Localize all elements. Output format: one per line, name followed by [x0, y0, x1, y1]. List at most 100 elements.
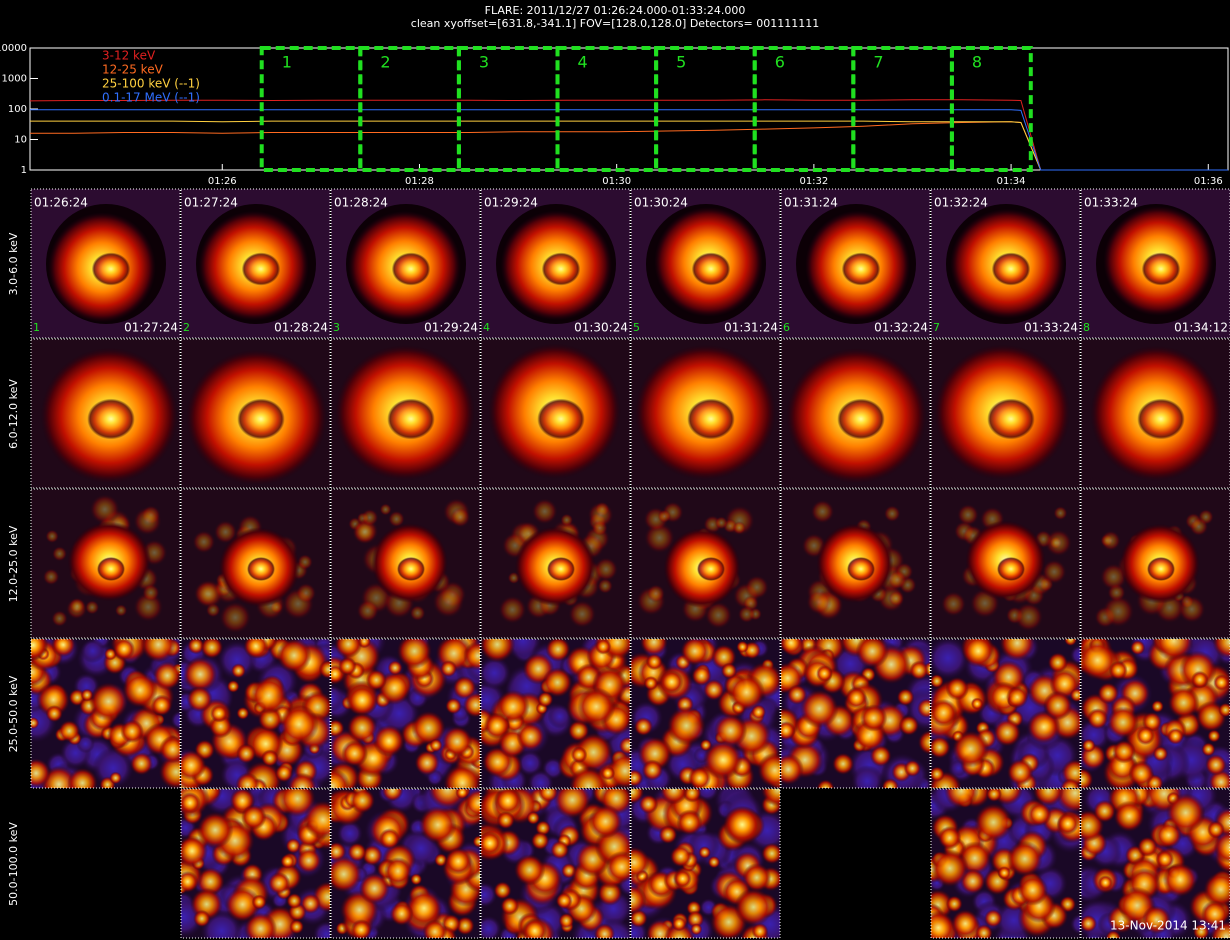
- legend-entry: 12-25 keV: [102, 63, 164, 77]
- noise-high: [691, 665, 712, 686]
- cell-border: [180, 188, 331, 339]
- cell-border: [930, 338, 1081, 489]
- image-cell: [181, 339, 330, 488]
- noise-high: [703, 740, 743, 780]
- noise-high: [645, 653, 663, 671]
- noise-high: [193, 909, 211, 928]
- speckle: [432, 586, 465, 618]
- noise-high: [1137, 836, 1158, 857]
- interval-label: 8: [972, 53, 982, 72]
- cell-border: [180, 488, 331, 639]
- core: [987, 398, 1035, 440]
- noise-high: [334, 639, 363, 659]
- noise-high: [286, 892, 303, 909]
- noise-high: [287, 772, 317, 788]
- image-cell: [1081, 489, 1230, 638]
- speckle: [1102, 595, 1135, 628]
- noise-high: [410, 873, 423, 886]
- noise-high: [816, 665, 833, 682]
- cell-border: [1080, 488, 1230, 639]
- noise-high: [1097, 875, 1113, 891]
- image-cell: [31, 189, 180, 338]
- series-line: [30, 121, 1228, 171]
- noise-high: [31, 758, 51, 788]
- speckle: [597, 578, 613, 594]
- speckle: [1189, 517, 1209, 536]
- image-cell: [481, 639, 630, 788]
- speckle: [52, 546, 68, 562]
- noise-high: [786, 684, 808, 705]
- noise-high: [384, 857, 412, 886]
- cell-border: [930, 788, 1081, 939]
- start-time: 01:33:24: [1084, 196, 1138, 210]
- image-cell: [331, 639, 480, 788]
- cell-border: [930, 488, 1081, 639]
- footer-timestamp: 13-Nov-2014 13:41: [1110, 919, 1226, 933]
- speckle: [192, 530, 216, 554]
- noise-high: [970, 697, 984, 711]
- image-cell: [631, 789, 780, 938]
- noise-high: [472, 835, 480, 848]
- noise-high: [577, 687, 616, 726]
- noise-high: [1142, 905, 1171, 935]
- index: 3: [333, 321, 340, 334]
- noise-high: [1107, 706, 1140, 739]
- noise-high: [1069, 688, 1080, 703]
- noise-high: [781, 721, 796, 741]
- noise-high: [961, 639, 995, 668]
- noise-high: [338, 657, 357, 676]
- core: [837, 398, 885, 440]
- speckle: [568, 600, 597, 628]
- noise-high: [1205, 754, 1227, 776]
- core: [387, 398, 435, 440]
- interval-box: [456, 46, 560, 172]
- noise-high: [931, 910, 956, 938]
- cell-border: [630, 488, 781, 639]
- noise-high: [673, 869, 692, 888]
- end-time: 01:31:24: [724, 321, 778, 335]
- noise-high: [618, 736, 630, 755]
- noise-high: [279, 704, 319, 745]
- interval-box: [654, 46, 757, 172]
- noise-high: [641, 759, 664, 781]
- noise-high: [224, 886, 261, 923]
- noise-high: [493, 881, 512, 900]
- image-cell: [931, 639, 1080, 788]
- noise-high: [445, 697, 462, 715]
- core: [247, 557, 275, 581]
- image-cell: [1081, 339, 1230, 488]
- index: 2: [183, 321, 190, 334]
- row-label: 6.0-12.0 keV: [7, 379, 20, 449]
- speckle: [114, 604, 128, 617]
- image-cell: [781, 639, 930, 788]
- speckle: [732, 521, 746, 535]
- core: [97, 557, 125, 581]
- noise-high: [45, 705, 63, 723]
- noise-high: [112, 639, 135, 661]
- noise-high: [250, 676, 288, 715]
- noise-high: [129, 752, 154, 776]
- core: [241, 252, 281, 286]
- speckle: [450, 507, 471, 528]
- noise-high: [1113, 800, 1145, 832]
- speckle: [887, 569, 908, 590]
- noise-high: [1097, 682, 1120, 705]
- noise-high: [993, 718, 1022, 747]
- core: [847, 557, 875, 581]
- cell-border: [330, 488, 481, 639]
- noise-high: [67, 767, 98, 788]
- noise-high: [1151, 700, 1164, 713]
- x-tick-label: 01:32: [799, 176, 828, 187]
- noise-high: [444, 847, 473, 875]
- interval-label: 2: [380, 53, 390, 72]
- noise-high: [244, 912, 278, 938]
- cell-border: [30, 338, 181, 489]
- core: [697, 557, 725, 581]
- noise-high: [588, 804, 623, 839]
- noise-high: [235, 772, 260, 788]
- speckle: [295, 582, 317, 604]
- noise-high: [676, 809, 703, 836]
- noise-high: [984, 909, 1003, 928]
- index: 4: [483, 321, 490, 334]
